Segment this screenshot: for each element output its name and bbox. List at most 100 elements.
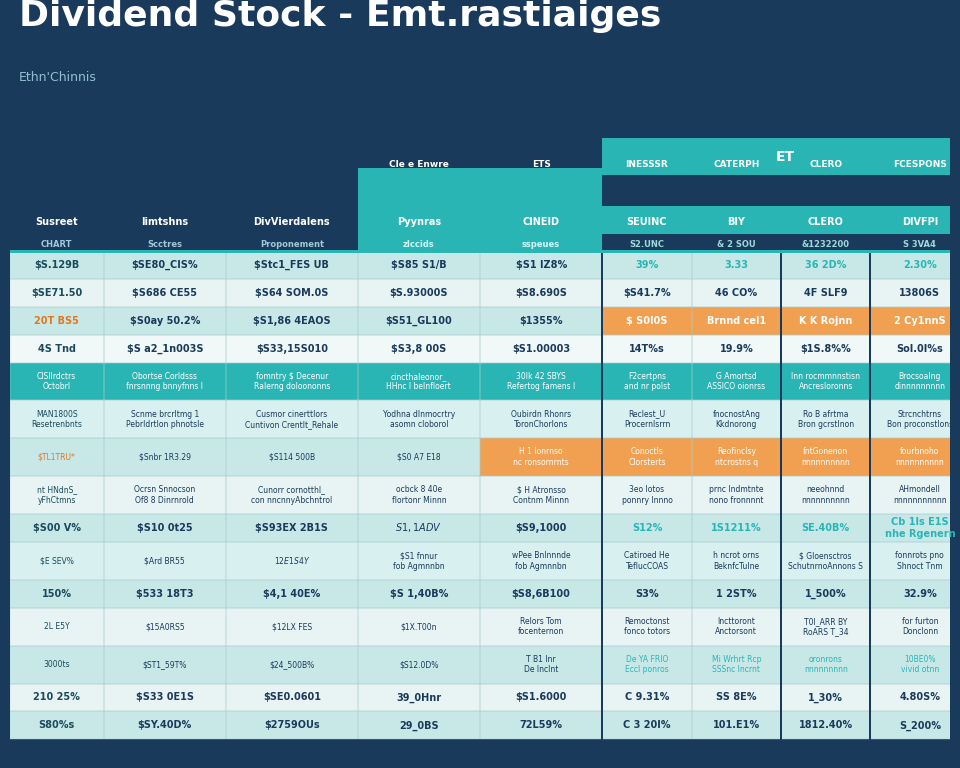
FancyBboxPatch shape: [602, 234, 691, 250]
FancyBboxPatch shape: [10, 335, 104, 362]
Text: $1355%: $1355%: [519, 316, 563, 326]
FancyBboxPatch shape: [226, 580, 358, 607]
Text: fnocnostAng
Kkdnorong: fnocnostAng Kkdnorong: [712, 409, 760, 429]
Text: 3000ts: 3000ts: [43, 660, 70, 669]
FancyBboxPatch shape: [10, 711, 104, 740]
Text: 3.33: 3.33: [725, 260, 749, 270]
Text: Yodhna dlnmocrtry
asomn cloborol: Yodhna dlnmocrtry asomn cloborol: [383, 409, 455, 429]
FancyBboxPatch shape: [226, 400, 358, 439]
Text: $S8,6B100: $S8,6B100: [512, 589, 570, 599]
FancyBboxPatch shape: [104, 279, 226, 306]
Text: $S33,15S010: $S33,15S010: [255, 343, 328, 353]
Text: $SY.40D%: $SY.40D%: [137, 720, 192, 730]
FancyBboxPatch shape: [781, 335, 871, 362]
FancyBboxPatch shape: [602, 204, 960, 206]
Text: 19.9%: 19.9%: [719, 343, 754, 353]
Text: 101.E1%: 101.E1%: [713, 720, 760, 730]
Text: $533 18T3: $533 18T3: [136, 589, 194, 599]
Text: 1812.40%: 1812.40%: [799, 720, 852, 730]
Text: 1 2ST%: 1 2ST%: [716, 589, 756, 599]
Text: CLERO: CLERO: [807, 217, 844, 227]
Text: $S51_GL100: $S51_GL100: [386, 316, 452, 326]
Text: INESSSR: INESSSR: [626, 161, 668, 169]
FancyBboxPatch shape: [871, 684, 960, 711]
Text: Pyynras: Pyynras: [396, 217, 441, 227]
FancyBboxPatch shape: [781, 580, 871, 607]
FancyBboxPatch shape: [781, 250, 871, 279]
Text: nt HNdnS_
yFhCtmns: nt HNdnS_ yFhCtmns: [36, 485, 77, 505]
FancyBboxPatch shape: [226, 684, 358, 711]
FancyBboxPatch shape: [871, 439, 960, 476]
Text: neeohnnd
nnnnnnnnnn: neeohnnd nnnnnnnnnn: [802, 485, 851, 505]
FancyBboxPatch shape: [602, 138, 960, 174]
FancyBboxPatch shape: [871, 279, 960, 306]
Text: 46 CO%: 46 CO%: [715, 288, 757, 298]
FancyBboxPatch shape: [226, 646, 358, 684]
Text: $S00 V%: $S00 V%: [33, 523, 81, 533]
Text: 1_500%: 1_500%: [804, 588, 847, 599]
FancyBboxPatch shape: [781, 646, 871, 684]
FancyBboxPatch shape: [358, 335, 480, 362]
FancyBboxPatch shape: [870, 250, 872, 753]
Text: $S.129B: $S.129B: [34, 260, 80, 270]
FancyBboxPatch shape: [781, 607, 871, 646]
Text: De YA FRIO
Eccl ponros: De YA FRIO Eccl ponros: [625, 655, 669, 674]
FancyBboxPatch shape: [358, 607, 480, 646]
FancyBboxPatch shape: [226, 306, 358, 335]
Text: 2L E5Y: 2L E5Y: [44, 622, 69, 631]
FancyBboxPatch shape: [602, 335, 691, 362]
FancyBboxPatch shape: [104, 335, 226, 362]
FancyBboxPatch shape: [781, 279, 871, 306]
Text: S12%: S12%: [632, 523, 662, 533]
FancyBboxPatch shape: [871, 580, 960, 607]
FancyBboxPatch shape: [781, 439, 871, 476]
FancyBboxPatch shape: [226, 607, 358, 646]
Text: $Stc1_FES UB: $Stc1_FES UB: [254, 260, 329, 270]
FancyBboxPatch shape: [104, 542, 226, 580]
Text: Ocrsn Snnocson
Of8 8 Dinrnrold: Ocrsn Snnocson Of8 8 Dinrnrold: [134, 485, 196, 505]
FancyBboxPatch shape: [480, 684, 602, 711]
Text: fntGonenon
nnnnnnnnnn: fntGonenon nnnnnnnnnn: [802, 448, 851, 467]
FancyBboxPatch shape: [691, 234, 781, 250]
FancyBboxPatch shape: [480, 168, 602, 250]
Text: $S10 0t25: $S10 0t25: [137, 523, 193, 533]
Text: Reofinclsy
ntcrostns q: Reofinclsy ntcrostns q: [715, 448, 758, 467]
Text: $S686 CE55: $S686 CE55: [132, 288, 198, 298]
FancyBboxPatch shape: [480, 362, 602, 400]
FancyBboxPatch shape: [226, 362, 358, 400]
Text: MAN1800S
Resetrenbnts: MAN1800S Resetrenbnts: [32, 409, 82, 429]
Text: ocbck 8 40e
flortonr Minnn: ocbck 8 40e flortonr Minnn: [392, 485, 446, 505]
Text: 39%: 39%: [636, 260, 659, 270]
Text: Sol.0I%s: Sol.0I%s: [897, 343, 943, 353]
Text: $2759OUs: $2759OUs: [264, 720, 320, 730]
FancyBboxPatch shape: [480, 646, 602, 684]
FancyBboxPatch shape: [602, 439, 691, 476]
FancyBboxPatch shape: [10, 514, 104, 542]
FancyBboxPatch shape: [871, 542, 960, 580]
FancyBboxPatch shape: [602, 684, 691, 711]
FancyBboxPatch shape: [104, 439, 226, 476]
Text: 36 2D%: 36 2D%: [805, 260, 847, 270]
FancyBboxPatch shape: [10, 542, 104, 580]
FancyBboxPatch shape: [781, 684, 871, 711]
FancyBboxPatch shape: [104, 250, 226, 279]
Text: Ethn'Chinnis: Ethn'Chinnis: [19, 71, 97, 84]
FancyBboxPatch shape: [358, 250, 480, 279]
Text: Cunorr cornotthl_
con nncnnyAbchntrol: Cunorr cornotthl_ con nncnnyAbchntrol: [252, 485, 332, 505]
Text: S_200%: S_200%: [899, 720, 941, 730]
Text: 2.30%: 2.30%: [903, 260, 937, 270]
Text: 1_30%: 1_30%: [808, 693, 843, 703]
Text: &1232200: &1232200: [802, 240, 850, 249]
FancyBboxPatch shape: [226, 335, 358, 362]
Text: 29_0BS: 29_0BS: [399, 720, 439, 730]
FancyBboxPatch shape: [602, 400, 691, 439]
Text: oronrons
nnnnnnnnn: oronrons nnnnnnnnn: [804, 655, 848, 674]
Text: cincthaleonor_
HHnc l belnfloert: cincthaleonor_ HHnc l belnfloert: [387, 372, 451, 391]
FancyBboxPatch shape: [480, 250, 602, 279]
Text: $1S.8%%: $1S.8%%: [801, 343, 852, 353]
FancyBboxPatch shape: [10, 580, 104, 607]
FancyBboxPatch shape: [691, 400, 781, 439]
FancyBboxPatch shape: [871, 476, 960, 514]
FancyBboxPatch shape: [480, 514, 602, 542]
FancyBboxPatch shape: [480, 711, 602, 740]
